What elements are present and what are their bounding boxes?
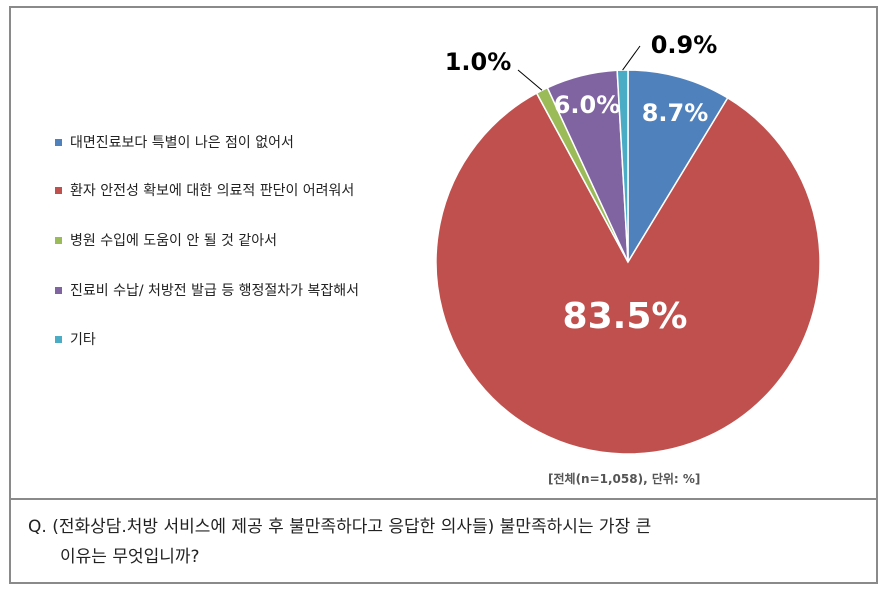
leader-line-3 bbox=[517, 69, 543, 91]
legend-swatch-1 bbox=[55, 138, 62, 146]
data-label-2: 83.5% bbox=[563, 296, 688, 337]
legend-label-1: 대면진료보다 특별이 나은 점이 없어서 bbox=[70, 135, 294, 151]
legend-item-1: 대면진료보다 특별이 나은 점이 없어서 bbox=[55, 132, 294, 152]
data-label-5: 0.9% bbox=[651, 31, 718, 59]
source-note: [전체(n=1,058), 단위: %] bbox=[548, 472, 701, 486]
data-label-4: 6.0% bbox=[554, 91, 621, 119]
question-line-1: Q. (전화상담.처방 서비스에 제공 후 불만족하다고 응답한 의사들) 불만… bbox=[28, 517, 652, 537]
legend-label-2: 환자 안전성 확보에 대한 의료적 판단이 어려워서 bbox=[70, 183, 355, 199]
legend-label-5: 기타 bbox=[70, 332, 96, 348]
legend-item-5: 기타 bbox=[55, 329, 96, 349]
question-line-2: 이유는 무엇입니까? bbox=[60, 547, 200, 567]
legend-swatch-4 bbox=[55, 286, 62, 294]
frame-divider bbox=[9, 498, 878, 500]
legend-swatch-3 bbox=[55, 236, 62, 244]
pie-slice-2 bbox=[435, 92, 821, 455]
data-label-3: 1.0% bbox=[445, 48, 512, 76]
legend-item-3: 병원 수입에 도움이 안 될 것 같아서 bbox=[55, 230, 277, 250]
leader-line-5 bbox=[622, 45, 641, 71]
legend-item-2: 환자 안전성 확보에 대한 의료적 판단이 어려워서 bbox=[55, 180, 354, 200]
legend-item-4: 진료비 수납/ 처방전 발급 등 행정절차가 복잡해서 bbox=[55, 280, 359, 300]
data-label-1: 8.7% bbox=[642, 99, 709, 127]
legend-swatch-2 bbox=[55, 186, 62, 194]
question-text: Q. (전화상담.처방 서비스에 제공 후 불만족하다고 응답한 의사들) 불만… bbox=[28, 512, 863, 572]
pie-slice-1 bbox=[627, 69, 729, 265]
legend-label-3: 병원 수입에 도움이 안 될 것 같아서 bbox=[70, 233, 278, 249]
legend-swatch-5 bbox=[55, 335, 62, 343]
legend-label-4: 진료비 수납/ 처방전 발급 등 행정절차가 복잡해서 bbox=[70, 283, 360, 299]
